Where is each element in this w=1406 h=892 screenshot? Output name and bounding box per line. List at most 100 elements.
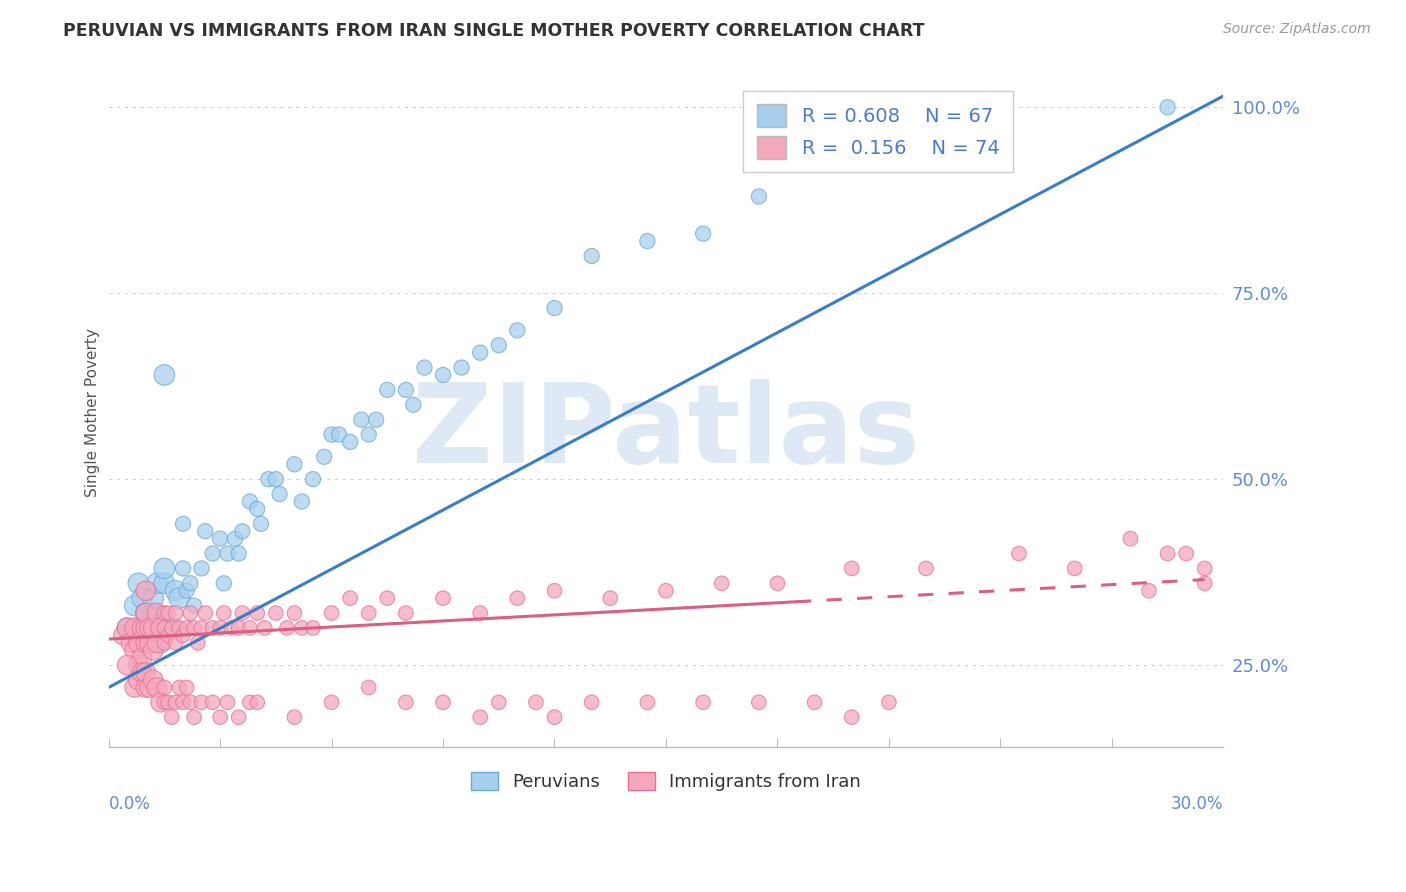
Point — [190, 621, 212, 635]
Point — [176, 583, 198, 598]
Legend: Peruvians, Immigrants from Iran: Peruvians, Immigrants from Iran — [464, 764, 868, 798]
Text: ZIPatlas: ZIPatlas — [412, 379, 920, 486]
Point — [239, 494, 262, 508]
Point — [115, 621, 138, 635]
Point — [877, 695, 900, 709]
Point — [135, 681, 157, 695]
Point — [231, 606, 253, 620]
Point — [1063, 561, 1085, 575]
Point — [432, 695, 454, 709]
Point — [543, 583, 565, 598]
Point — [470, 710, 492, 724]
Point — [357, 606, 380, 620]
Point — [127, 621, 149, 635]
Point — [692, 695, 714, 709]
Point — [149, 695, 172, 709]
Point — [115, 658, 138, 673]
Point — [246, 502, 269, 516]
Point — [153, 368, 176, 382]
Point — [146, 636, 169, 650]
Point — [209, 621, 232, 635]
Point — [212, 576, 235, 591]
Point — [142, 621, 165, 635]
Point — [375, 591, 398, 606]
Point — [402, 398, 425, 412]
Point — [201, 547, 224, 561]
Point — [153, 621, 176, 635]
Point — [209, 532, 232, 546]
Point — [432, 591, 454, 606]
Point — [127, 673, 149, 687]
Point — [217, 695, 239, 709]
Point — [224, 532, 246, 546]
Point — [581, 249, 603, 263]
Point — [135, 606, 157, 620]
Point — [543, 301, 565, 315]
Point — [167, 621, 190, 635]
Point — [636, 234, 658, 248]
Point — [470, 606, 492, 620]
Point — [165, 695, 187, 709]
Point — [131, 591, 153, 606]
Point — [149, 636, 172, 650]
Point — [183, 710, 205, 724]
Point — [183, 621, 205, 635]
Point — [219, 621, 242, 635]
Point — [153, 681, 176, 695]
Point — [172, 516, 194, 531]
Point — [142, 591, 165, 606]
Point — [115, 621, 138, 635]
Point — [135, 665, 157, 680]
Point — [264, 472, 287, 486]
Point — [1194, 561, 1216, 575]
Point — [135, 636, 157, 650]
Point — [201, 695, 224, 709]
Point — [135, 606, 157, 620]
Point — [321, 695, 343, 709]
Point — [183, 599, 205, 613]
Point — [748, 189, 770, 203]
Point — [302, 472, 325, 486]
Point — [395, 383, 418, 397]
Point — [135, 636, 157, 650]
Point — [112, 628, 135, 642]
Point — [357, 681, 380, 695]
Point — [1156, 547, 1178, 561]
Point — [357, 427, 380, 442]
Point — [160, 621, 183, 635]
Point — [212, 606, 235, 620]
Point — [636, 695, 658, 709]
Point — [187, 636, 209, 650]
Point — [153, 621, 176, 635]
Point — [246, 695, 269, 709]
Point — [375, 383, 398, 397]
Point — [803, 695, 825, 709]
Point — [190, 695, 212, 709]
Point — [176, 621, 198, 635]
Point — [127, 636, 149, 650]
Y-axis label: Single Mother Poverty: Single Mother Poverty — [86, 327, 100, 497]
Point — [350, 412, 373, 426]
Text: PERUVIAN VS IMMIGRANTS FROM IRAN SINGLE MOTHER POVERTY CORRELATION CHART: PERUVIAN VS IMMIGRANTS FROM IRAN SINGLE … — [63, 22, 925, 40]
Point — [124, 681, 146, 695]
Point — [506, 591, 529, 606]
Text: 30.0%: 30.0% — [1171, 796, 1223, 814]
Point — [395, 606, 418, 620]
Point — [120, 636, 142, 650]
Point — [165, 583, 187, 598]
Point — [124, 599, 146, 613]
Point — [321, 427, 343, 442]
Point — [172, 561, 194, 575]
Point — [291, 621, 314, 635]
Point — [366, 412, 388, 426]
Point — [217, 547, 239, 561]
Point — [250, 516, 273, 531]
Point — [339, 591, 361, 606]
Point — [149, 621, 172, 635]
Point — [142, 606, 165, 620]
Point — [1008, 547, 1031, 561]
Point — [194, 524, 217, 539]
Point — [167, 591, 190, 606]
Point — [488, 338, 510, 352]
Point — [201, 621, 224, 635]
